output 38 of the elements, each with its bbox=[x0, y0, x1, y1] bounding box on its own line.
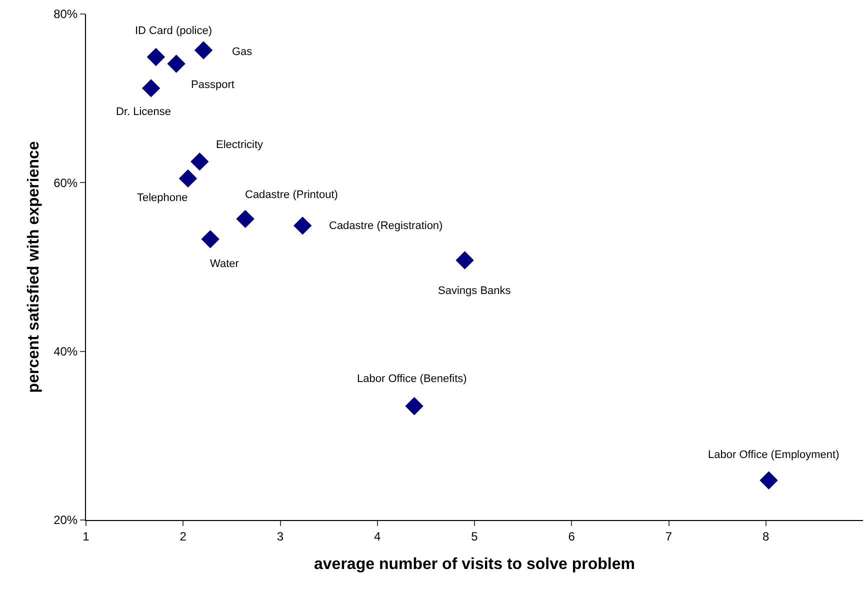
point bbox=[146, 48, 166, 66]
x-tick-label: 1 bbox=[82, 529, 90, 544]
x-axis-title: average number of visits to solve problem bbox=[314, 556, 635, 574]
annotation: Passport bbox=[191, 79, 234, 91]
annotation: Cadastre (Registration) bbox=[329, 220, 443, 232]
point bbox=[190, 152, 209, 171]
annotation: Savings Banks bbox=[438, 285, 512, 297]
annotation: Electricity bbox=[216, 139, 264, 151]
y-axis-title: percent satisfied with experience bbox=[25, 141, 42, 393]
x-tick-label: 4 bbox=[374, 529, 382, 544]
annotation: ID Card (police) bbox=[135, 25, 212, 37]
annotation: Cadastre (Printout) bbox=[245, 189, 338, 201]
x-tick-label: 5 bbox=[471, 529, 478, 544]
y-tick-label: 60% bbox=[54, 176, 78, 190]
point bbox=[142, 79, 160, 98]
x-tick-label: 3 bbox=[276, 529, 284, 544]
y-tick-label: 40% bbox=[54, 344, 78, 359]
point bbox=[293, 216, 312, 235]
annotation: Gas bbox=[232, 46, 253, 58]
x-tick-label: 7 bbox=[665, 529, 672, 544]
annotation: Labor Office (Employment) bbox=[708, 449, 840, 461]
x-tick-label: 6 bbox=[568, 529, 576, 544]
y-tick-label: 20% bbox=[54, 513, 78, 528]
x-tick-label: 2 bbox=[180, 529, 187, 544]
point bbox=[236, 210, 254, 228]
annotation: Dr. License bbox=[116, 106, 172, 118]
point bbox=[456, 251, 474, 270]
y-tick-label: 80% bbox=[54, 7, 78, 22]
annotation: Telephone bbox=[137, 192, 188, 204]
point bbox=[405, 397, 424, 416]
x-tick-label: 8 bbox=[762, 529, 770, 544]
point bbox=[178, 169, 198, 188]
point bbox=[760, 471, 778, 490]
point bbox=[194, 41, 213, 60]
point bbox=[201, 230, 220, 248]
annotation: Labor Office (Benefits) bbox=[357, 373, 467, 385]
point bbox=[167, 54, 186, 73]
annotation: Water bbox=[210, 258, 240, 270]
